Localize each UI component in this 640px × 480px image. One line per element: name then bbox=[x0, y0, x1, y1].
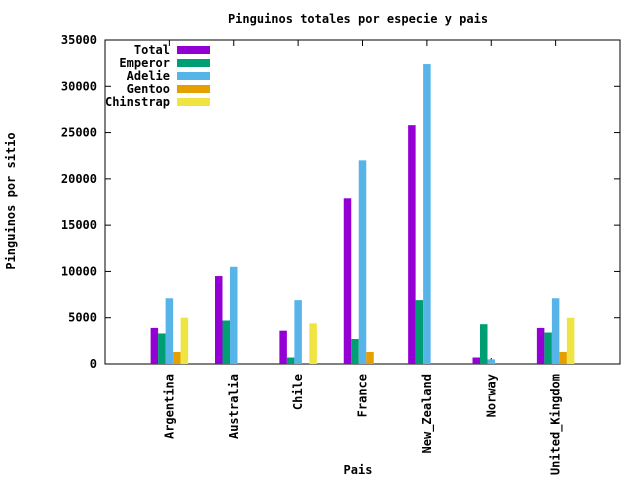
y-tick-label: 35000 bbox=[61, 33, 97, 47]
bar bbox=[559, 351, 567, 364]
bar bbox=[215, 276, 223, 364]
bar bbox=[286, 357, 295, 364]
y-tick-label: 30000 bbox=[61, 79, 97, 93]
bar bbox=[222, 320, 230, 364]
y-tick-label: 5000 bbox=[68, 311, 97, 325]
bar bbox=[536, 327, 545, 364]
legend-label: Emperor bbox=[119, 56, 170, 70]
y-tick-label: 10000 bbox=[61, 264, 97, 278]
bar bbox=[343, 198, 352, 364]
legend-label: Total bbox=[134, 43, 170, 57]
legend-label: Adelie bbox=[127, 69, 170, 83]
bar bbox=[294, 300, 302, 364]
legend-swatch bbox=[177, 98, 210, 106]
bar bbox=[358, 160, 367, 364]
x-tick-label: Norway bbox=[484, 374, 498, 417]
bar bbox=[165, 298, 174, 364]
legend-swatch bbox=[177, 46, 210, 54]
bar bbox=[150, 327, 159, 364]
bar bbox=[566, 317, 575, 364]
legend-swatch bbox=[177, 85, 210, 93]
x-tick-label: Australia bbox=[227, 374, 241, 439]
x-tick-label: United_Kingdom bbox=[549, 374, 564, 475]
y-axis-label: Pinguinos por sitio bbox=[4, 132, 18, 269]
legend-label: Chinstrap bbox=[105, 95, 170, 109]
x-tick-label: New_Zealand bbox=[420, 374, 435, 453]
y-tick-label: 15000 bbox=[61, 218, 97, 232]
bar bbox=[415, 300, 424, 364]
x-tick-label: Chile bbox=[291, 374, 305, 410]
bar bbox=[173, 351, 181, 364]
bar bbox=[180, 317, 189, 364]
bar bbox=[408, 125, 416, 364]
bar bbox=[279, 330, 287, 364]
legend-swatch bbox=[177, 72, 210, 80]
bar bbox=[158, 333, 166, 364]
bar bbox=[423, 64, 431, 364]
bar bbox=[366, 351, 374, 364]
y-tick-label: 0 bbox=[90, 357, 97, 371]
bar bbox=[472, 357, 480, 364]
legend-swatch bbox=[177, 59, 210, 67]
bar bbox=[480, 324, 488, 364]
x-axis-label: Pais bbox=[344, 463, 373, 477]
y-tick-label: 20000 bbox=[61, 172, 97, 186]
x-tick-label: Argentina bbox=[162, 374, 176, 439]
bar bbox=[309, 323, 317, 364]
bar bbox=[551, 298, 560, 364]
bar bbox=[351, 339, 359, 364]
y-tick-label: 25000 bbox=[61, 126, 97, 140]
chart-title: Pinguinos totales por especie y pais bbox=[228, 12, 488, 26]
legend-label: Gentoo bbox=[127, 82, 170, 96]
bar bbox=[544, 332, 552, 364]
x-tick-label: France bbox=[356, 374, 370, 417]
bar bbox=[487, 359, 495, 364]
bar bbox=[230, 266, 238, 364]
